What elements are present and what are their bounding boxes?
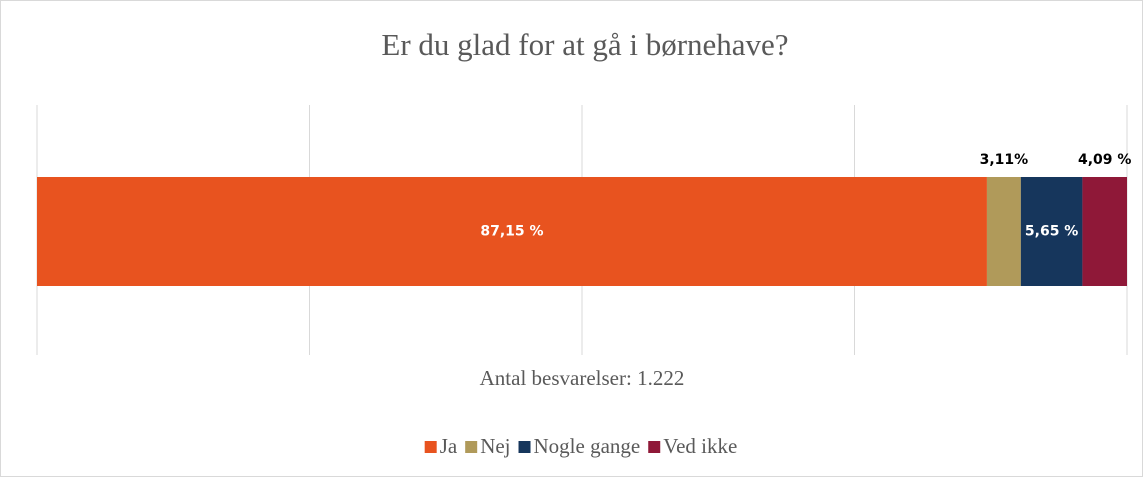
legend-swatch: [648, 441, 661, 453]
legend-swatch: [424, 441, 437, 453]
data-label: 87,15 %: [480, 224, 543, 240]
bar-segment: [1082, 177, 1127, 286]
bar-segment: [37, 177, 987, 286]
legend-label: Ja: [440, 434, 458, 458]
legend-swatch: [518, 441, 531, 453]
legend-label: Ved ikke: [663, 434, 737, 458]
chart-title: Er du glad for at gå i børnehave?: [381, 27, 788, 62]
data-label: 5,65 %: [1025, 224, 1078, 240]
x-axis-label: Antal besvarelser: 1.222: [480, 366, 685, 390]
data-label: 4,09 %: [1078, 152, 1131, 168]
legend-label: Nej: [480, 434, 510, 458]
bar-segment: [986, 177, 1021, 286]
data-label: 3,11%: [980, 152, 1029, 168]
legend-swatch: [465, 441, 478, 453]
legend-label: Nogle gange: [534, 434, 641, 458]
bar-segment: [1020, 177, 1083, 286]
